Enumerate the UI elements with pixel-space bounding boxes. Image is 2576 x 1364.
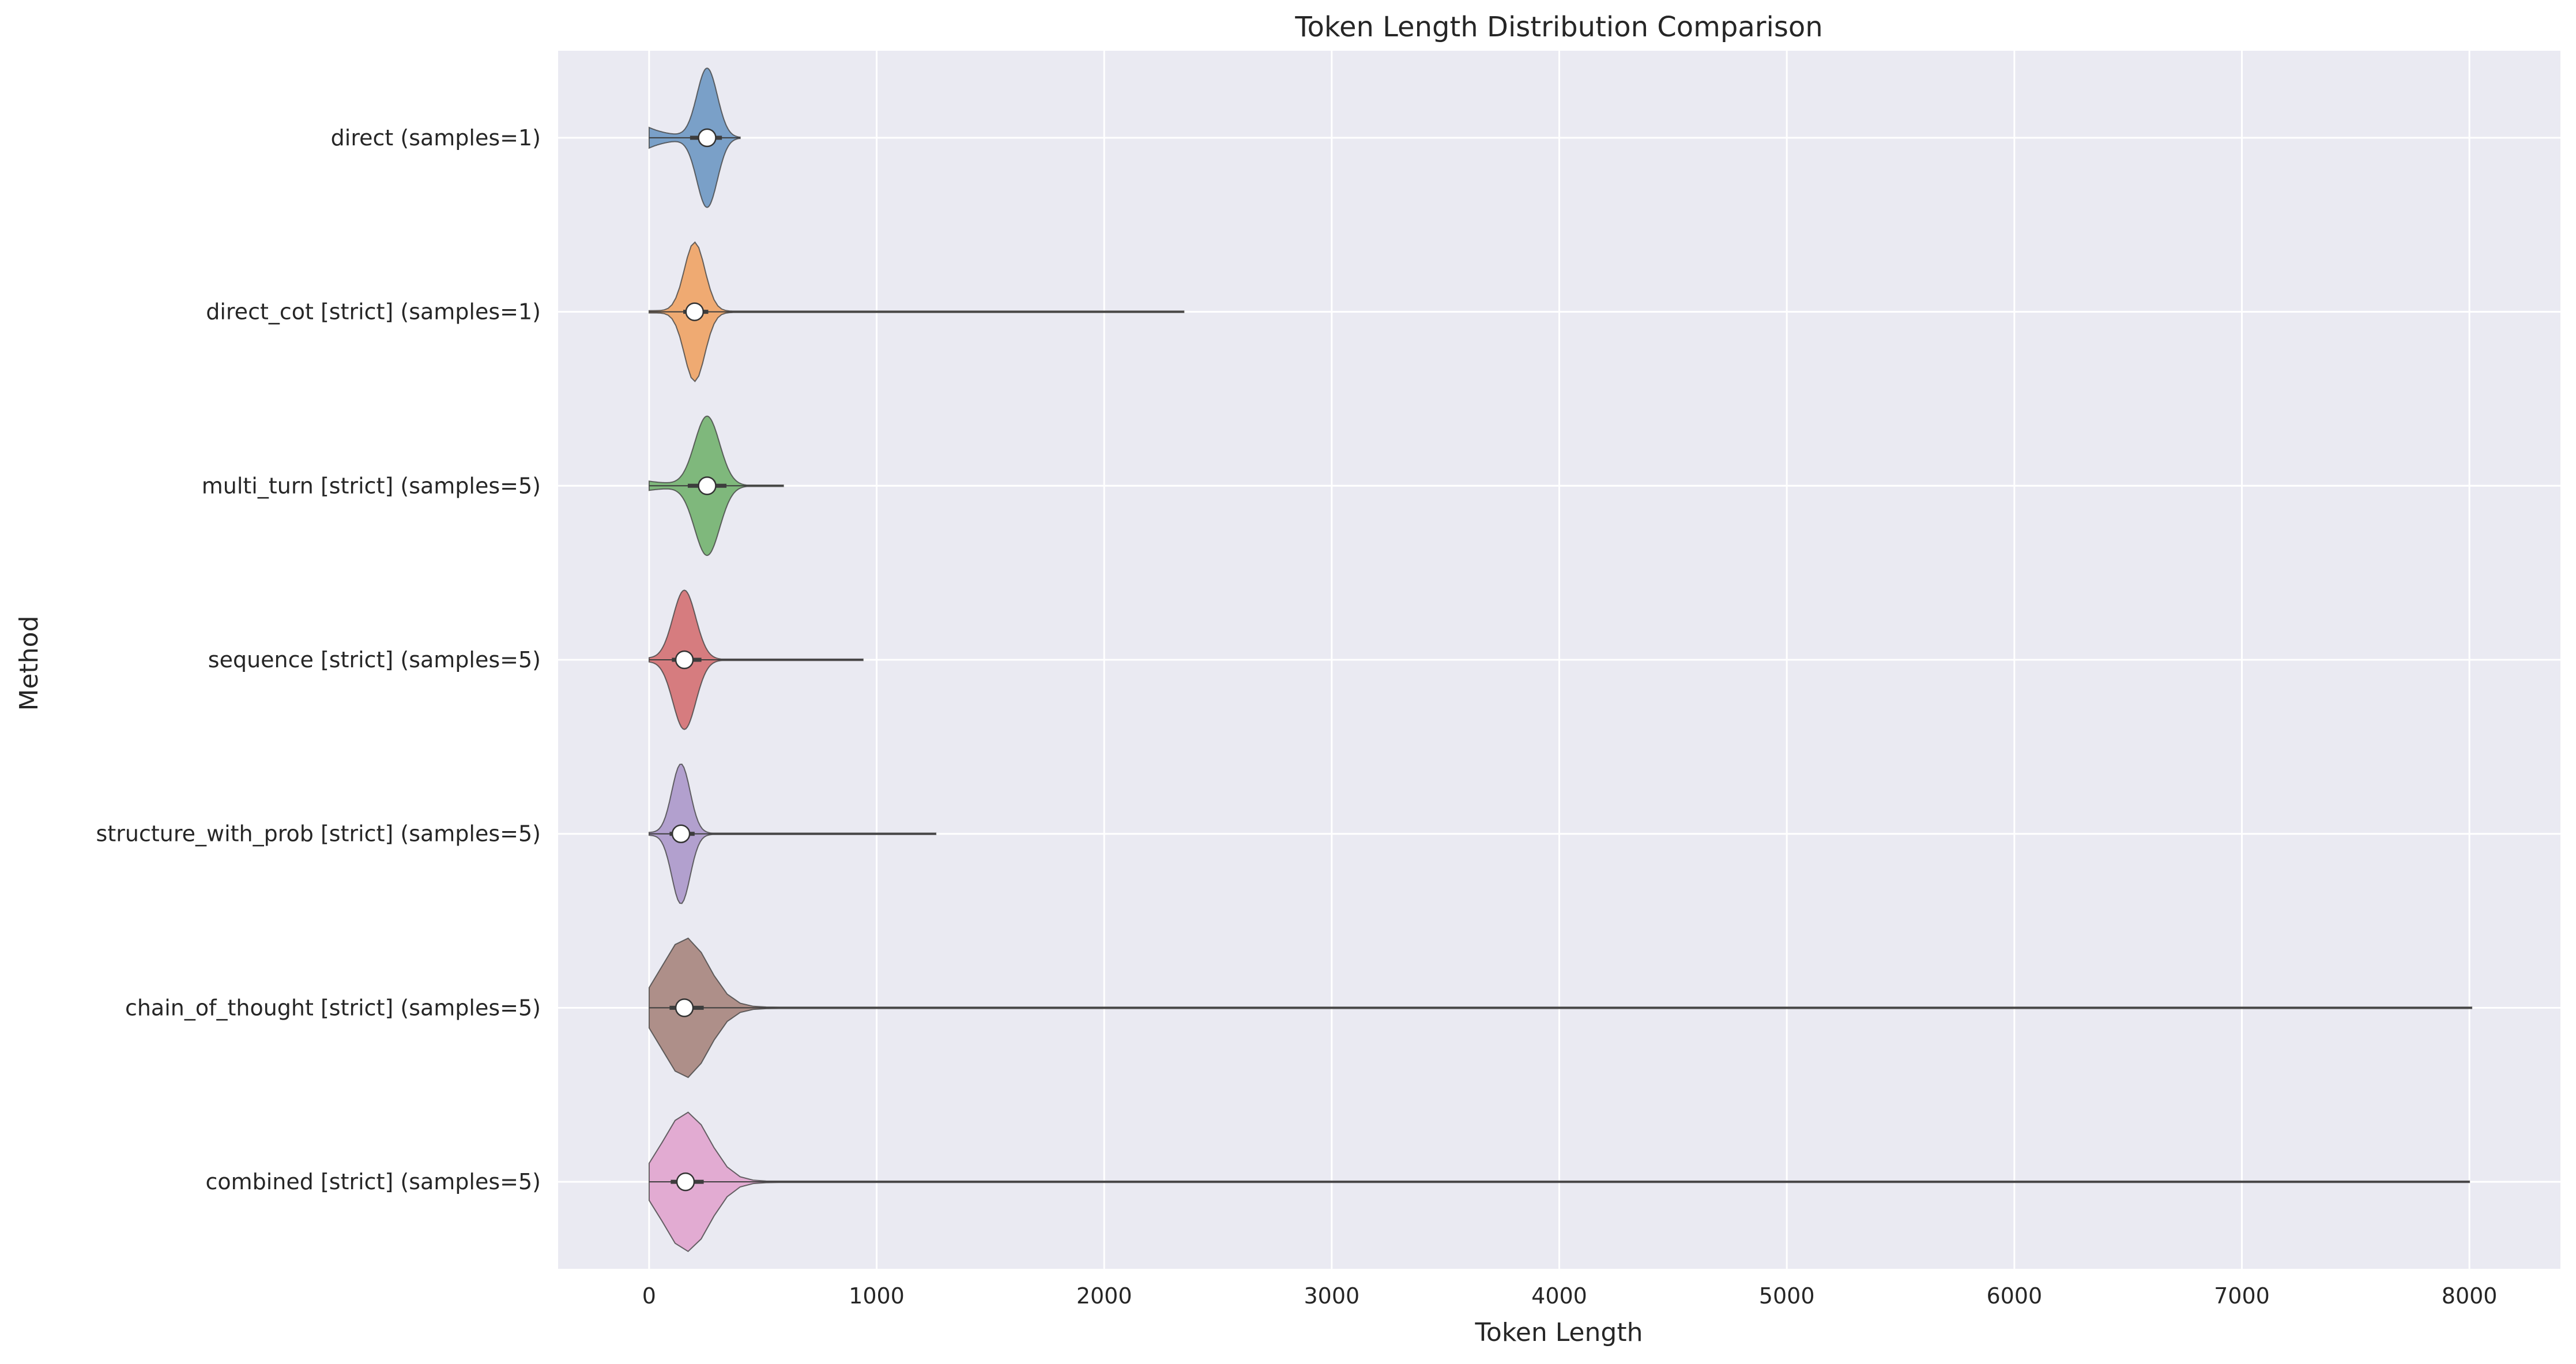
- chart-title: Token Length Distribution Comparison: [1294, 11, 1822, 43]
- y-tick-label: multi_turn [strict] (samples=5): [202, 473, 541, 498]
- violin-group: [648, 763, 937, 904]
- median-marker: [675, 998, 694, 1017]
- x-tick-label: 7000: [2214, 1283, 2270, 1309]
- x-tick-label: 3000: [1304, 1283, 1359, 1309]
- violin-group: [648, 67, 741, 208]
- median-marker: [698, 128, 717, 148]
- x-tick-label: 8000: [2442, 1283, 2498, 1309]
- median-marker: [675, 650, 694, 670]
- violins: [648, 67, 2473, 1253]
- y-tick-label: direct_cot [strict] (samples=1): [206, 299, 541, 325]
- x-axis-ticks: 0 1000 2000 3000 4000 5000 6000 7000 8000: [642, 1283, 2498, 1309]
- violin-group: [648, 241, 1185, 382]
- median-marker: [671, 824, 691, 843]
- x-tick-label: 0: [642, 1283, 656, 1309]
- violin-group: [648, 589, 864, 730]
- y-tick-label: structure_with_prob [strict] (samples=5): [96, 821, 541, 847]
- x-tick-label: 1000: [849, 1283, 905, 1309]
- median-marker: [698, 476, 717, 495]
- x-tick-label: 4000: [1531, 1283, 1587, 1309]
- median-marker: [676, 1172, 695, 1192]
- median-marker: [685, 302, 705, 321]
- x-tick-label: 5000: [1759, 1283, 1815, 1309]
- y-tick-label: direct (samples=1): [331, 125, 541, 151]
- violin-group: [648, 1111, 2470, 1253]
- y-tick-label: combined [strict] (samples=5): [205, 1169, 541, 1194]
- y-axis-ticks: direct (samples=1) direct_cot [strict] (s…: [96, 125, 541, 1194]
- x-tick-label: 6000: [1986, 1283, 2042, 1309]
- y-tick-label: chain_of_thought [strict] (samples=5): [125, 995, 541, 1020]
- violin-group: [648, 937, 2473, 1079]
- y-tick-label: sequence [strict] (samples=5): [208, 647, 541, 672]
- x-tick-label: 2000: [1076, 1283, 1132, 1309]
- y-axis-title: Method: [14, 615, 44, 711]
- violin-group: [648, 415, 784, 557]
- x-axis-title: Token Length: [1475, 1318, 1643, 1347]
